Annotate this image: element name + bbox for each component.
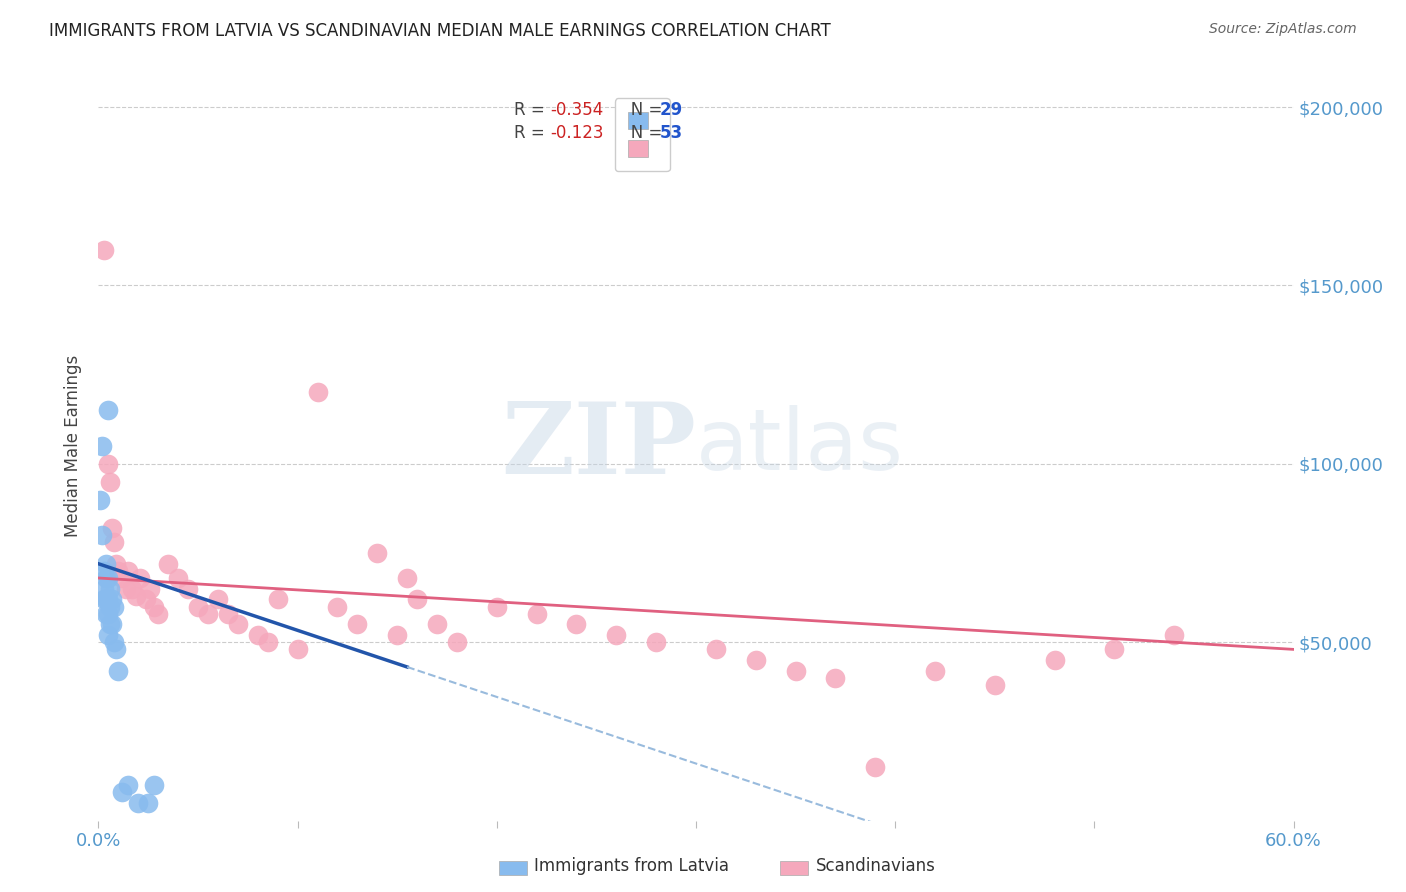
Point (93, 592, 115, 607)
Point (1104, 642, 1126, 657)
Point (101, 592, 124, 607)
Point (326, 599, 349, 614)
Point (117, 564, 139, 578)
Point (824, 671, 846, 685)
Point (1163, 628, 1185, 642)
Point (97, 592, 120, 607)
Point (984, 678, 1007, 692)
Text: -0.123: -0.123 (550, 124, 603, 142)
Point (111, 571, 134, 585)
Point (96, 557, 118, 571)
Point (89, 492, 111, 507)
Point (93, 243, 115, 257)
Point (98, 582, 122, 596)
Point (704, 642, 727, 657)
Point (111, 785, 134, 799)
Point (785, 664, 807, 678)
Text: 29: 29 (661, 102, 683, 120)
Point (307, 385, 329, 400)
Point (115, 582, 138, 596)
Text: 53: 53 (661, 124, 683, 142)
Point (136, 796, 159, 810)
Point (385, 628, 409, 642)
Point (96, 571, 118, 585)
Text: R =: R = (515, 102, 555, 120)
Point (101, 521, 124, 535)
Text: R =: R = (515, 124, 555, 142)
Point (105, 642, 128, 657)
Text: Scandinavians: Scandinavians (815, 857, 935, 875)
Point (105, 557, 128, 571)
Point (267, 592, 290, 607)
Point (143, 599, 166, 614)
Point (103, 635, 125, 649)
Point (97, 457, 120, 471)
Point (98, 599, 122, 614)
Legend: , : , (614, 98, 669, 171)
Point (346, 617, 368, 632)
Point (187, 599, 209, 614)
Point (143, 778, 166, 792)
Point (406, 592, 429, 607)
Point (121, 582, 143, 596)
Point (287, 642, 309, 657)
Point (207, 592, 229, 607)
Point (197, 607, 219, 621)
Point (91, 528, 114, 542)
Point (93, 582, 115, 596)
Point (1043, 653, 1066, 667)
Point (217, 607, 239, 621)
Point (565, 617, 588, 632)
Point (93, 564, 115, 578)
Point (485, 599, 508, 614)
Point (177, 582, 200, 596)
Point (148, 607, 170, 621)
Point (645, 635, 668, 649)
Point (96, 607, 118, 621)
Y-axis label: Median Male Earnings: Median Male Earnings (65, 355, 83, 537)
Point (446, 635, 468, 649)
Point (97, 607, 120, 621)
Point (98, 475, 122, 489)
Point (101, 617, 124, 632)
Text: N =: N = (614, 102, 668, 120)
Text: IMMIGRANTS FROM LATVIA VS SCANDINAVIAN MEDIAN MALE EARNINGS CORRELATION CHART: IMMIGRANTS FROM LATVIA VS SCANDINAVIAN M… (49, 22, 831, 40)
Point (97, 403, 120, 417)
Point (98, 617, 122, 632)
Point (139, 582, 162, 596)
Point (167, 571, 190, 585)
Point (97, 628, 120, 642)
Point (96, 592, 118, 607)
Point (135, 592, 157, 607)
Point (924, 664, 946, 678)
Point (226, 617, 249, 632)
Point (91, 439, 114, 453)
Text: -0.354: -0.354 (550, 102, 603, 120)
Text: Source: ZipAtlas.com: Source: ZipAtlas.com (1209, 22, 1357, 37)
Point (246, 628, 269, 642)
Point (426, 617, 449, 632)
Point (97, 571, 120, 585)
Text: atlas: atlas (696, 404, 904, 488)
Text: N =: N = (614, 124, 668, 142)
Point (103, 535, 125, 549)
Point (117, 778, 139, 792)
Point (396, 571, 419, 585)
Point (745, 653, 768, 667)
Point (125, 589, 148, 603)
Point (127, 796, 149, 810)
Text: Immigrants from Latvia: Immigrants from Latvia (534, 857, 730, 875)
Point (103, 599, 125, 614)
Point (366, 546, 388, 560)
Point (129, 571, 152, 585)
Text: ZIP: ZIP (501, 398, 696, 494)
Point (605, 628, 627, 642)
Point (107, 664, 129, 678)
Point (526, 607, 548, 621)
Point (256, 635, 278, 649)
Point (157, 557, 180, 571)
Point (107, 564, 129, 578)
Point (865, 760, 887, 774)
